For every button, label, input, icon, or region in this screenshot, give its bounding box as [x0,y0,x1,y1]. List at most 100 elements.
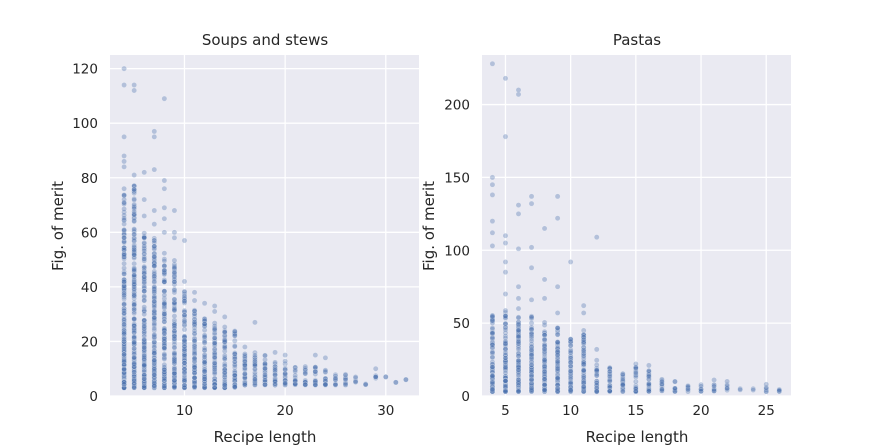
data-point [131,238,137,244]
data-point [171,263,178,269]
y-tick-label: 0 [461,389,470,405]
x-tick-label: 25 [758,403,775,419]
y-tick-label: 0 [89,389,98,405]
data-point [489,60,496,67]
data-point [242,344,248,350]
data-point [161,292,168,298]
x-tick-label: 5 [501,403,510,419]
data-point [489,379,496,386]
data-point [489,373,496,379]
data-point [312,352,319,358]
data-point [515,314,522,321]
y-tick-label: 120 [72,62,98,78]
data-point [141,336,148,343]
data-point [181,353,188,359]
data-point [211,335,218,341]
data-point [489,325,496,331]
data-point [151,255,158,262]
data-point [141,283,148,290]
data-point [171,229,178,236]
data-point [141,243,148,249]
data-point [515,333,522,340]
data-point [593,388,600,395]
data-point [554,351,561,358]
data-point [181,288,188,295]
data-point [121,271,127,277]
data-point [141,234,148,241]
data-point [171,264,178,271]
data-point [181,378,188,384]
data-point [489,243,496,249]
data-point [554,365,561,372]
data-point [272,381,278,387]
data-point [141,288,148,294]
data-point [161,267,168,274]
data-point [141,311,148,317]
data-point [121,65,127,72]
data-point [131,211,137,218]
data-point [242,381,248,387]
data-point [121,212,127,219]
data-point [181,278,188,285]
data-point [489,363,496,370]
data-point [161,256,168,262]
data-point [121,305,127,312]
data-point [393,379,399,386]
data-point [711,383,717,390]
data-point [121,294,127,300]
data-point [554,325,561,331]
data-point [489,181,496,188]
data-point [161,269,168,276]
data-point [151,381,158,387]
data-point [121,351,127,358]
data-point [131,339,137,346]
data-point [489,386,496,393]
data-point [171,234,178,241]
data-point [141,276,148,282]
data-point [191,345,198,352]
data-point [181,372,188,379]
data-point [151,314,158,321]
data-point [191,355,198,361]
data-point [121,278,127,285]
data-point [372,365,379,372]
data-point [282,358,288,364]
data-point [502,307,509,314]
data-point [201,345,208,351]
data-point [131,383,137,390]
data-point [121,334,127,341]
data-point [151,370,158,376]
data-point [171,272,178,278]
data-point [131,279,137,285]
data-point [489,218,496,224]
data-point [151,134,158,140]
x-tick-label: 15 [627,403,644,419]
data-point [593,346,600,353]
data-point [515,353,522,359]
data-point [515,366,522,373]
data-point [342,380,349,387]
data-point [161,229,168,236]
data-point [211,350,218,356]
y-tick-label: 50 [453,316,470,332]
data-point [554,283,561,290]
data-point [131,243,137,250]
data-point [131,82,137,88]
data-point [121,134,127,140]
data-point [131,255,137,261]
scatter-points [121,65,409,391]
data-point [121,269,127,275]
data-point [161,318,168,325]
data-point [171,364,178,371]
data-point [633,361,639,367]
data-point [121,381,127,388]
data-point [141,270,148,277]
y-tick-label: 60 [81,225,98,241]
data-point [201,368,208,375]
data-point [141,297,148,304]
data-point [121,316,127,322]
data-point [502,370,509,376]
data-point [322,355,329,361]
data-point [191,327,198,334]
